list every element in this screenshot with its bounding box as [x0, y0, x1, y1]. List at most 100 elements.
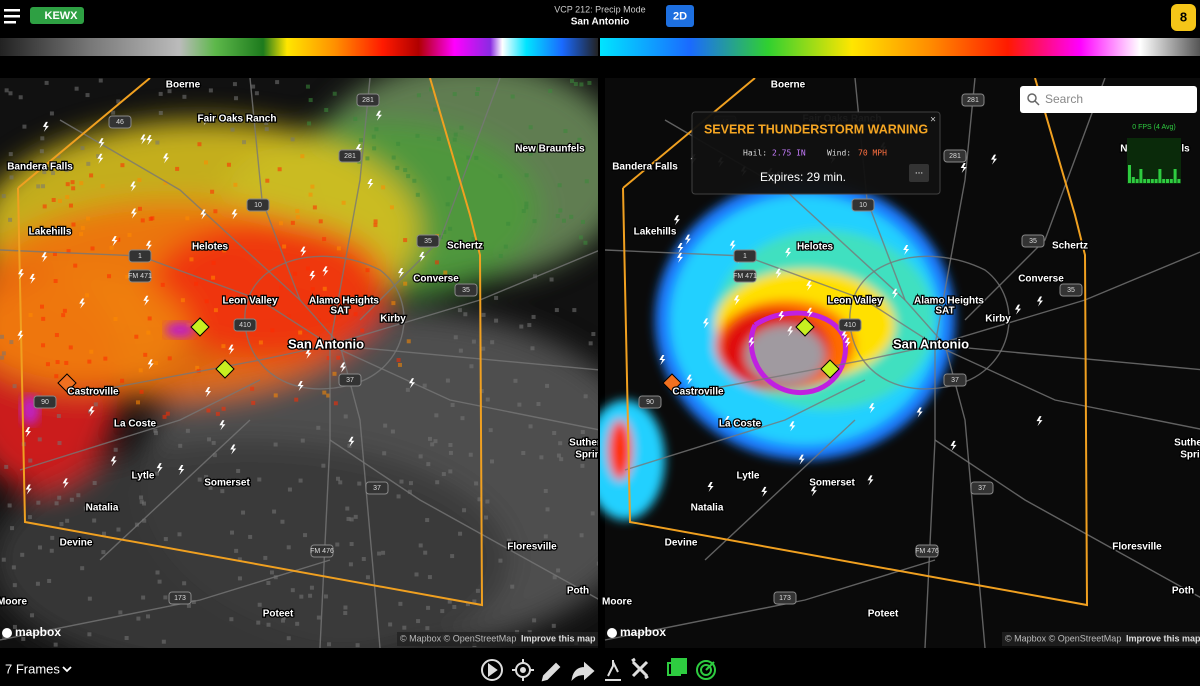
radar-pixel [49, 548, 54, 553]
radar-pixel [134, 334, 139, 339]
radar-button[interactable] [696, 660, 716, 680]
radar-pixel [4, 464, 9, 469]
radar-pixel [50, 535, 55, 540]
radar-pixel [555, 214, 560, 219]
station-button[interactable] [30, 7, 84, 24]
elevation[interactable]: Elevation: 0.5° [251, 59, 329, 73]
highway-number: 281 [362, 97, 374, 104]
radar-pixel [80, 146, 85, 151]
place-label: Schertz [1052, 241, 1088, 252]
mapbox-logo: mapbox [15, 625, 61, 639]
place-label: Kirby [380, 314, 406, 325]
radar-pixel [343, 605, 348, 610]
radar-pixel [146, 614, 151, 619]
lightning-icon [79, 298, 86, 309]
tools-button[interactable] [631, 657, 649, 680]
radar-pixel [453, 132, 458, 137]
lightning-icon [673, 215, 680, 226]
color-scale [600, 38, 1200, 56]
radar-pixel [348, 562, 353, 567]
layers-button[interactable] [667, 658, 687, 676]
elevation-chevron[interactable] [1018, 64, 1024, 67]
elevation[interactable]: Elevation: 0.5° [851, 59, 929, 73]
radar-pixel [141, 421, 146, 426]
radar-pixel [579, 533, 584, 538]
highway-number: 281 [949, 153, 961, 160]
radar-pixel [388, 622, 393, 627]
radar-pixel [211, 440, 216, 445]
product-name[interactable]: Vertically Integrated Liquid [1052, 59, 1193, 73]
radar-pixel [308, 593, 313, 598]
highway-number: 1 [743, 253, 747, 260]
radar-pixel [57, 441, 62, 446]
close-button[interactable]: × [930, 115, 936, 126]
radar-pixel [372, 146, 377, 151]
radar-pixel [528, 151, 533, 156]
menu-button[interactable] [4, 9, 20, 24]
fps-bar [1150, 179, 1154, 183]
search-box[interactable] [1020, 86, 1197, 113]
radar-pixel [489, 459, 494, 464]
product-name[interactable]: Hi-Res Reflectivity [495, 59, 593, 73]
radar-pixel [154, 471, 159, 476]
radar-pixel [335, 542, 340, 547]
lightning-icon [892, 288, 899, 299]
radar-pixel [298, 330, 303, 335]
radar-pixel [250, 386, 255, 391]
alert-badge[interactable] [1171, 4, 1196, 31]
view-toggle[interactable] [666, 5, 694, 27]
place-label: Castroville [67, 387, 119, 398]
radar-pixel [396, 494, 401, 499]
play-button[interactable] [481, 659, 503, 681]
frames-chevron[interactable] [62, 666, 72, 673]
elevation-chevron[interactable] [418, 64, 424, 67]
radar-pixel [155, 570, 160, 575]
radar-pixel [163, 595, 168, 600]
lightning-icon [375, 110, 382, 121]
radar-pixel [241, 510, 246, 515]
radar-pixel [448, 469, 453, 474]
locate-button[interactable] [512, 659, 534, 681]
place-label: Converse [1018, 274, 1064, 285]
radar-pixel [572, 308, 577, 313]
place-label: Floresville [1112, 542, 1162, 553]
radar-pixel [490, 340, 495, 345]
share-button[interactable] [571, 661, 595, 682]
radar-pixel [263, 555, 268, 560]
radar-pixel [503, 244, 508, 249]
improve-link[interactable]: Improve this map [1126, 633, 1200, 643]
radar-pixel [290, 588, 295, 593]
radar-pixel [68, 345, 73, 350]
lightning-icon [686, 374, 693, 385]
radar-pixel [221, 344, 226, 349]
radar-pixel [310, 287, 315, 292]
radar-pixel [494, 295, 499, 300]
lightning-icon [200, 209, 207, 220]
radar-pixel [113, 447, 118, 452]
radar-pixel [441, 472, 446, 477]
highway-number: FM 476 [310, 548, 334, 555]
radar-pixel [332, 371, 337, 376]
radar-echo [608, 420, 632, 480]
radar-pixel [290, 220, 295, 225]
radar-pixel [138, 368, 143, 373]
measure-button[interactable] [605, 660, 621, 681]
radar-pixel [397, 362, 402, 367]
radar-pixel [335, 476, 340, 481]
radar-pixel [120, 378, 125, 383]
radar-pixel [157, 579, 162, 584]
more-button[interactable] [909, 164, 929, 182]
radar-pixel [521, 209, 526, 214]
radar-pixel [474, 481, 479, 486]
radar-pixel [506, 221, 511, 226]
radar-pixel [373, 219, 378, 224]
radar-pixel [41, 343, 46, 348]
radar-pixel [79, 232, 84, 237]
radar-pixel [35, 581, 40, 586]
frames-label[interactable]: 7 Frames [5, 661, 60, 676]
highway-shield [733, 269, 757, 283]
draw-button[interactable] [541, 662, 561, 682]
improve-link[interactable]: Improve this map [521, 633, 596, 643]
lightning-icon [202, 115, 209, 126]
radar-pixel [136, 616, 141, 621]
